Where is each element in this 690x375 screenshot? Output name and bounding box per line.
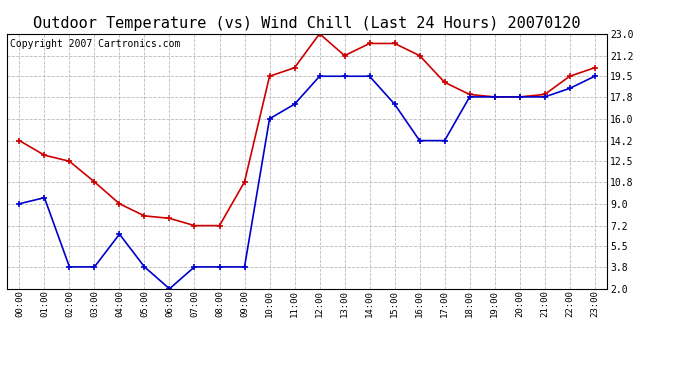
Text: Copyright 2007 Cartronics.com: Copyright 2007 Cartronics.com [10,39,180,49]
Title: Outdoor Temperature (vs) Wind Chill (Last 24 Hours) 20070120: Outdoor Temperature (vs) Wind Chill (Las… [33,16,581,31]
